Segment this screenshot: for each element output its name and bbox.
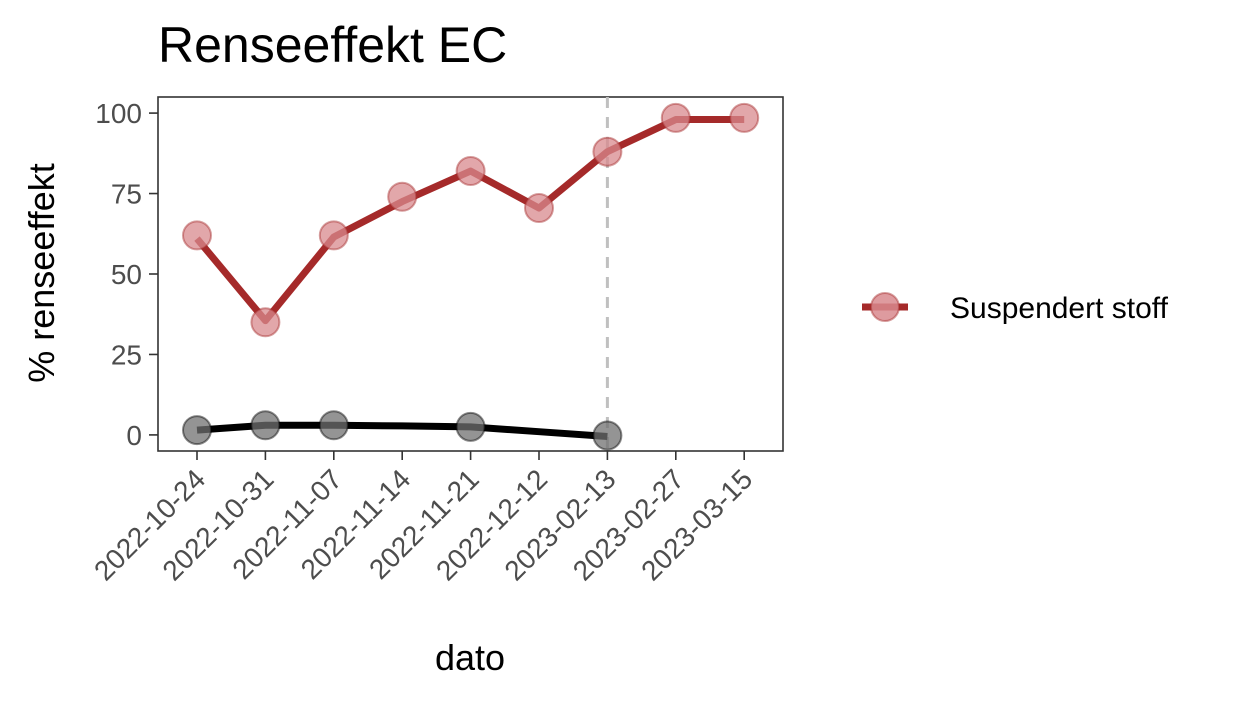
y-tick-label: 50 — [111, 259, 142, 290]
y-tick-label: 25 — [111, 339, 142, 370]
data-point — [660, 102, 691, 133]
chart-title: Renseeffekt EC — [158, 17, 507, 73]
y-axis-title: % renseeffekt — [21, 163, 62, 382]
data-point — [250, 307, 281, 338]
legend-swatch-marker — [870, 292, 900, 322]
data-point — [524, 193, 554, 224]
x-axis-title: dato — [435, 637, 505, 678]
plot-panel-border — [157, 96, 784, 452]
y-tick-label: 0 — [126, 420, 142, 451]
data-point — [250, 410, 281, 441]
data-point — [592, 420, 623, 451]
data-point — [455, 411, 486, 442]
data-point — [182, 415, 212, 446]
data-point — [729, 102, 760, 133]
data-point — [455, 156, 486, 187]
legend-label: Suspendert stoff — [950, 292, 1169, 325]
data-point — [592, 136, 623, 167]
y-tick-label: 100 — [95, 98, 142, 129]
data-point — [387, 181, 418, 212]
plot-area: 02550751002022-10-242022-10-312022-11-07… — [88, 96, 784, 587]
y-tick-label: 75 — [111, 179, 142, 210]
series-line — [194, 116, 745, 325]
data-point — [318, 410, 349, 441]
data-point — [182, 220, 212, 251]
legend: Suspendert stoff — [862, 292, 1169, 325]
data-point — [318, 220, 349, 251]
